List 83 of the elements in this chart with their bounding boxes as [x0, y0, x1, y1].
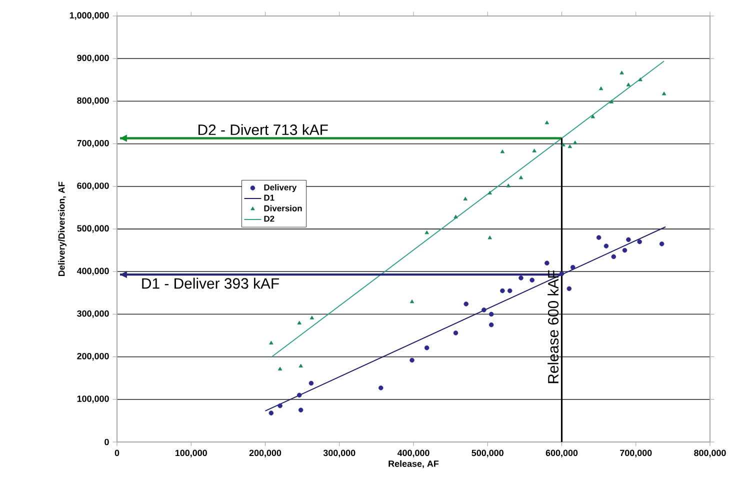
point — [518, 175, 524, 180]
point — [637, 239, 642, 244]
point — [611, 254, 616, 260]
legend-label: D1 — [264, 194, 274, 201]
point — [463, 196, 468, 200]
point — [638, 78, 642, 82]
point — [604, 244, 609, 248]
point — [570, 264, 576, 270]
point — [298, 408, 304, 412]
point — [500, 150, 505, 154]
point — [532, 148, 536, 152]
y-tick-label: 300,000 — [77, 310, 109, 318]
y-tick-label: 800,000 — [77, 97, 109, 106]
point — [298, 364, 303, 368]
point — [626, 82, 631, 86]
legend-label: D2 — [264, 216, 274, 222]
point — [488, 312, 494, 317]
point — [278, 403, 282, 408]
point — [620, 70, 624, 74]
y-tick-label: 500,000 — [77, 225, 109, 233]
y-tick-label: 1,000,000 — [70, 12, 109, 20]
y-tick-label: 700,000 — [77, 140, 109, 148]
x-tick-label: 800,000 — [694, 450, 726, 458]
point — [662, 92, 666, 96]
point — [488, 236, 492, 240]
point — [561, 142, 566, 146]
x-tick-label: 500,000 — [472, 450, 504, 458]
point — [268, 410, 274, 416]
y-tick-label: 200,000 — [77, 352, 109, 361]
x-tick-label: 600,000 — [546, 450, 578, 458]
ref-line-label: D2 - Divert 713 kAF — [198, 124, 328, 136]
point — [488, 190, 492, 195]
ref-line-label: D1 - Deliver 393 kAF — [142, 278, 280, 289]
point — [453, 330, 458, 336]
point — [572, 140, 578, 144]
point — [598, 86, 604, 90]
point — [566, 286, 572, 292]
point — [482, 308, 486, 312]
point — [296, 392, 302, 398]
x-tick-label: 200,000 — [249, 450, 282, 458]
point — [424, 230, 429, 234]
y-tick-label: 900,000 — [77, 54, 109, 62]
point — [269, 340, 274, 344]
x-tick-label: 300,000 — [323, 450, 356, 458]
point — [596, 235, 602, 240]
point — [378, 386, 384, 390]
point — [559, 271, 564, 276]
x-tick-label: 0 — [114, 450, 120, 456]
point — [464, 302, 469, 306]
point — [506, 184, 510, 188]
point — [590, 114, 595, 118]
point — [308, 380, 314, 386]
y-tick-label: 600,000 — [77, 182, 109, 190]
point — [622, 248, 628, 253]
y-tick-label: 0 — [104, 438, 109, 446]
point — [500, 288, 505, 294]
y-tick-label: 100,000 — [77, 396, 109, 404]
point — [297, 320, 302, 324]
point — [530, 278, 534, 283]
point — [544, 120, 550, 124]
point — [410, 299, 414, 304]
point — [424, 345, 430, 350]
point — [568, 144, 572, 148]
point — [410, 358, 414, 363]
point — [609, 100, 614, 104]
point — [626, 237, 631, 242]
point — [659, 242, 664, 246]
point — [507, 288, 512, 294]
x-axis-title: Release, AF — [388, 460, 439, 468]
legend-label: Diversion — [264, 205, 302, 212]
point — [518, 276, 524, 280]
x-tick-label: 100,000 — [175, 450, 207, 458]
point — [278, 366, 282, 370]
legend-label: Delivery — [264, 184, 297, 192]
y-axis-title: Delivery/Diversion, AF — [58, 182, 66, 276]
ref-line-label: Release 600 kAF — [548, 270, 559, 384]
x-tick-label: 700,000 — [620, 450, 652, 458]
y-tick-label: 400,000 — [76, 268, 109, 276]
point — [310, 316, 314, 320]
point — [488, 322, 494, 328]
point — [544, 260, 550, 266]
x-tick-label: 400,000 — [397, 450, 430, 458]
point — [454, 214, 458, 218]
